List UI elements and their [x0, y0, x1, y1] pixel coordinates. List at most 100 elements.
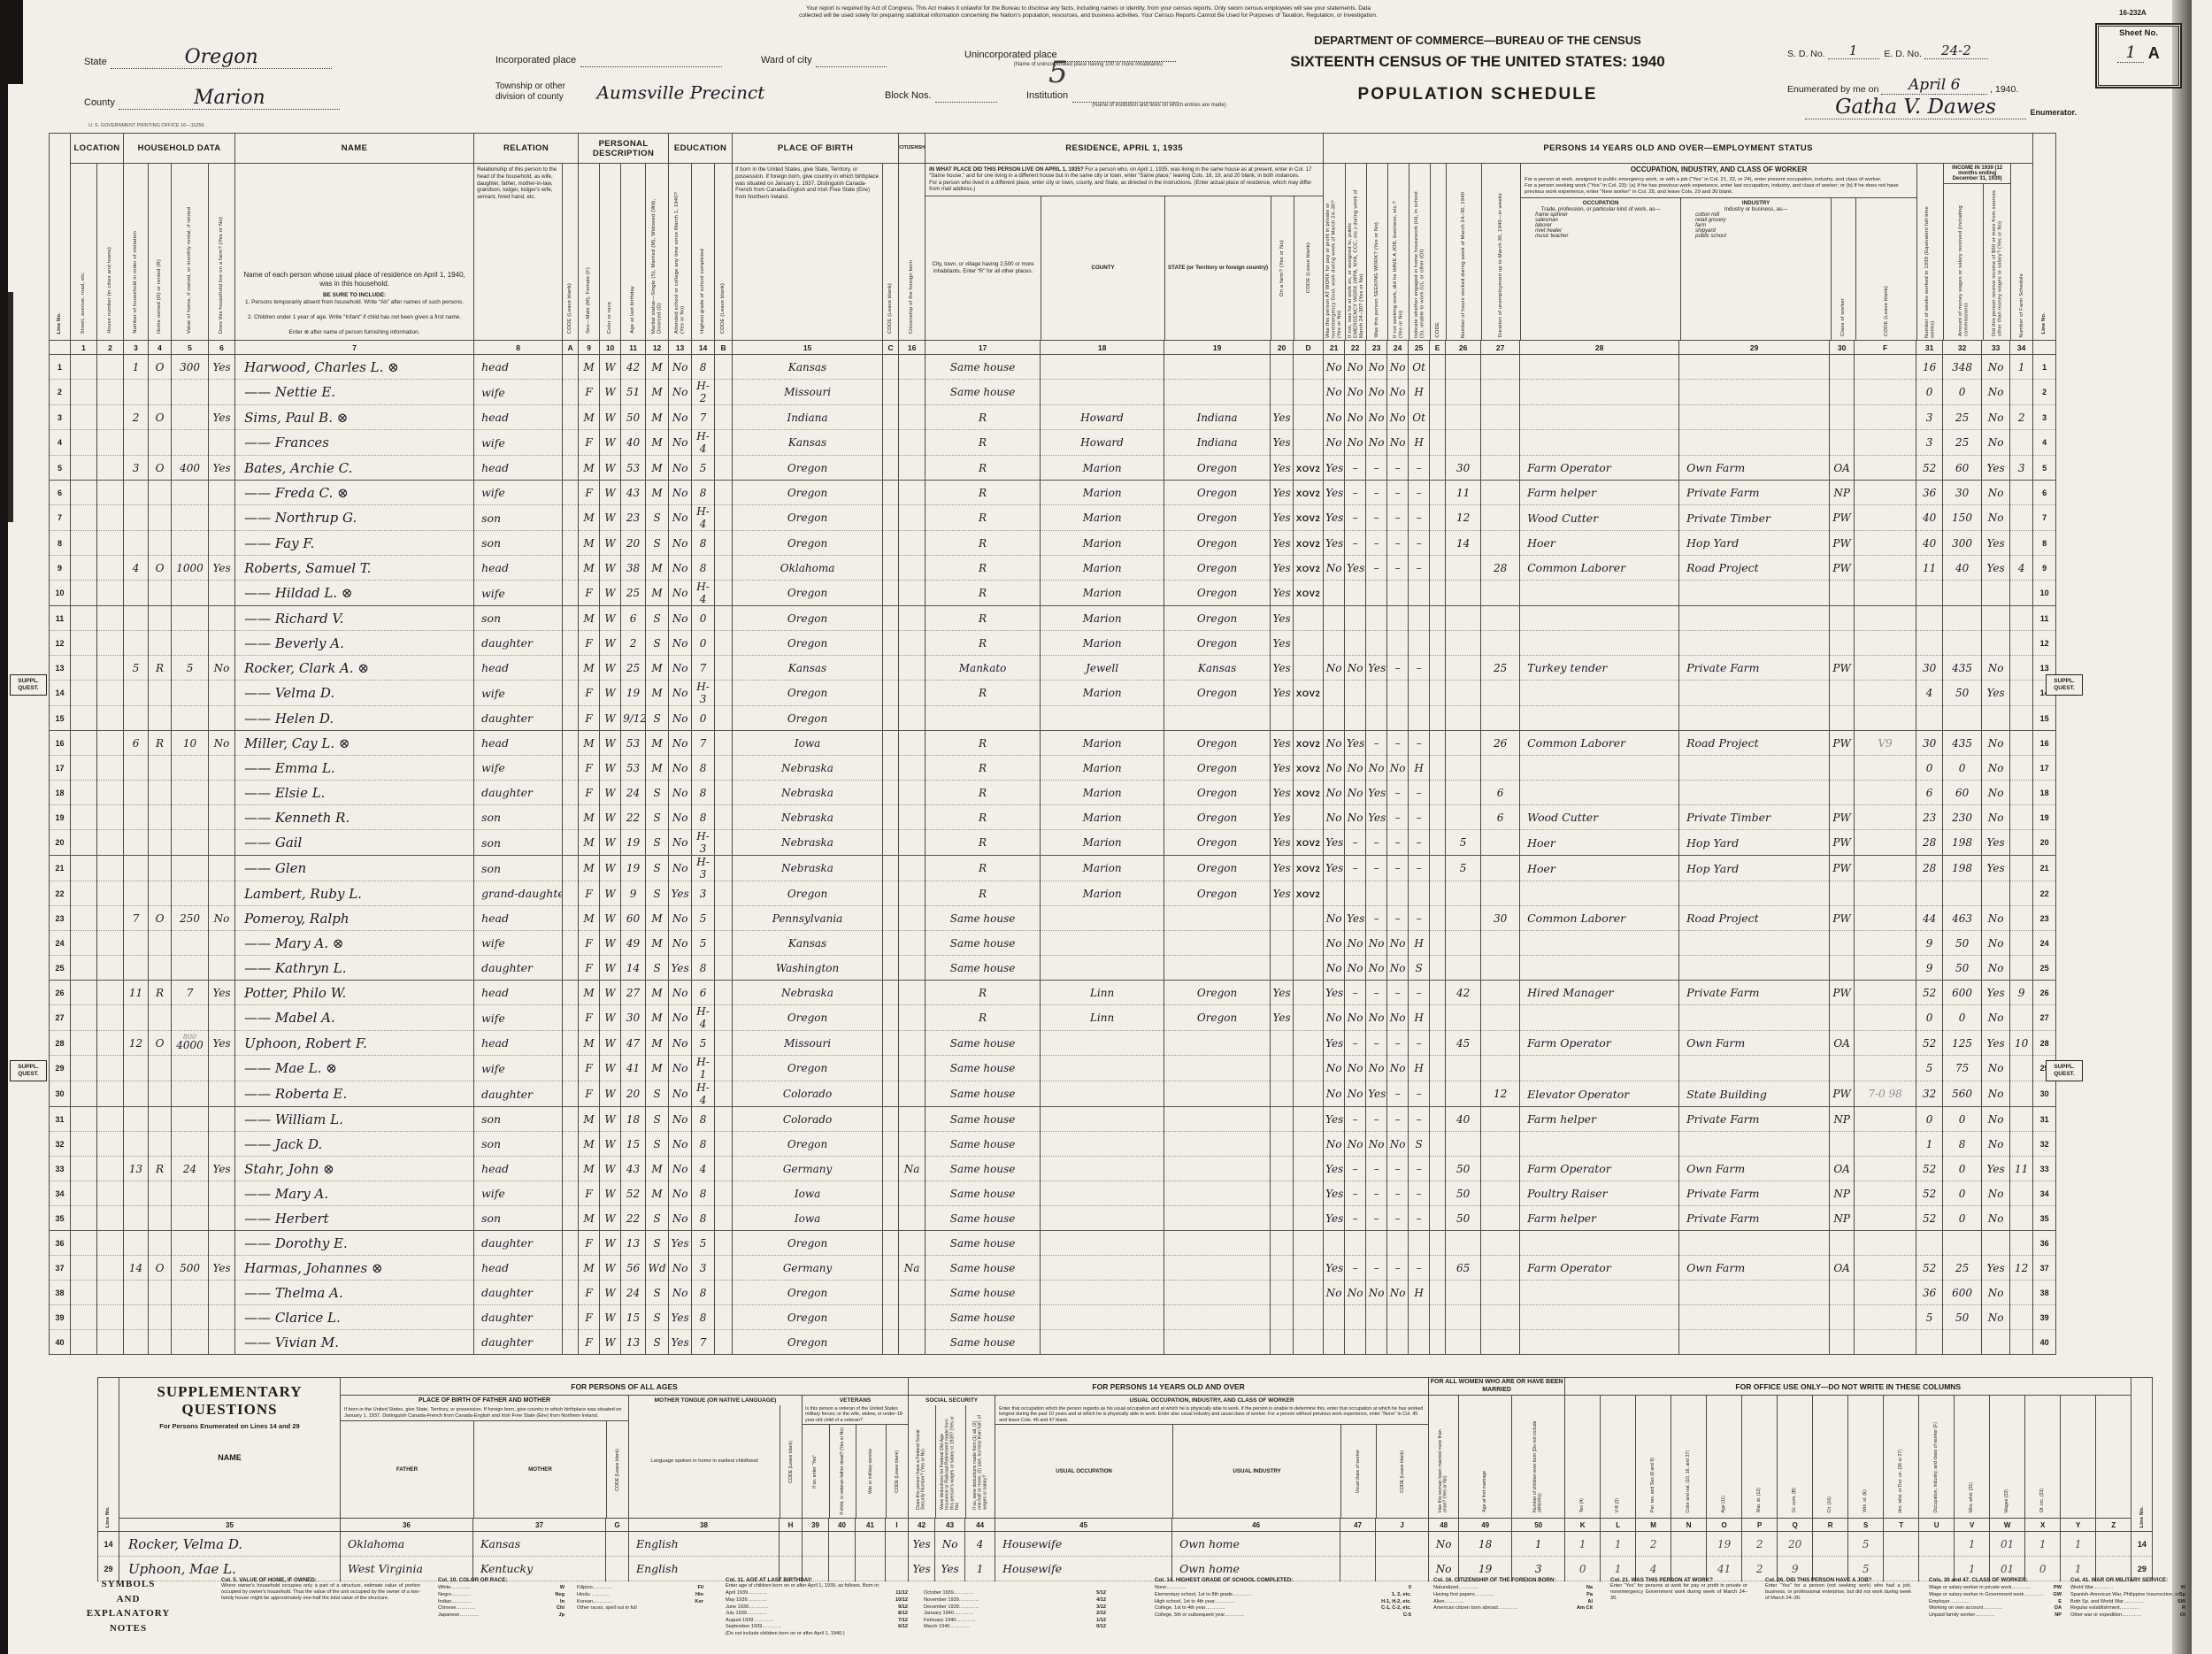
- col-r19: Oregon: [1164, 829, 1271, 856]
- col-ln2: 30: [2032, 1081, 2057, 1107]
- col-sch: No: [668, 605, 693, 631]
- col-mar: S: [645, 705, 670, 731]
- col-house: [96, 1280, 125, 1305]
- col-cf: [1854, 1131, 1917, 1157]
- col-occ: [1519, 881, 1680, 906]
- col-hrs: 11: [1445, 480, 1482, 505]
- col-name: —— Roberta E.: [234, 1081, 475, 1107]
- col-dur: 28: [1480, 555, 1521, 581]
- col-hrs: [1445, 1081, 1482, 1107]
- col-e25: –: [1408, 1030, 1431, 1056]
- col-grd: 8: [691, 1205, 716, 1231]
- col-cls: [1829, 1304, 1855, 1330]
- col-grd: H-4: [691, 1004, 716, 1031]
- col-sex: M: [578, 504, 601, 531]
- col-codeC: [882, 504, 900, 531]
- col-sex: F: [578, 429, 601, 456]
- col-ln: 6: [49, 480, 71, 505]
- col-grd: H-3: [691, 855, 716, 881]
- col-cit: [898, 504, 926, 531]
- col-grd: 8: [691, 1131, 716, 1157]
- col-d: [1293, 804, 1325, 830]
- col-cit: [898, 1329, 926, 1355]
- col-ind: State Building: [1678, 1081, 1831, 1107]
- col-wks: [1916, 1329, 1944, 1355]
- col-codeA: [562, 1055, 580, 1081]
- col-e23: –: [1365, 730, 1388, 756]
- office-col-R: [1812, 1531, 1849, 1558]
- col-e24: No: [1386, 379, 1409, 405]
- col-wag: 25: [1942, 1255, 1983, 1281]
- person-row-31: 31 —— William L. son M W 18 S No 8 Colorado Same h…: [49, 1106, 2057, 1132]
- col-race: W: [599, 829, 622, 856]
- col-codeA: [562, 780, 580, 805]
- col-codeC: [882, 1255, 900, 1281]
- col-e25: –: [1408, 655, 1431, 681]
- person-row-5: 5 3 O 400 Yes Bates, Archie C. head M W 53 M No 5 Ore…: [49, 455, 2057, 481]
- col-sex: F: [578, 1304, 601, 1330]
- col-grd: 8: [691, 555, 716, 581]
- col-ln2: 17: [2032, 755, 2057, 781]
- col-house: [96, 404, 125, 430]
- col-hrs: 50: [1445, 1156, 1482, 1181]
- col-bp: Kansas: [732, 930, 884, 956]
- col-sch: Yes: [668, 955, 693, 981]
- col-farm: [208, 605, 236, 631]
- col-fs: [2009, 1230, 2034, 1256]
- col-street: [70, 680, 97, 706]
- col-e23: –: [1365, 480, 1388, 505]
- col-bp: Oregon: [732, 530, 884, 556]
- col-e21: Yes: [1323, 1156, 1346, 1181]
- col-e25: [1408, 705, 1431, 731]
- col-sex: F: [578, 680, 601, 706]
- col-r19: Oregon: [1164, 730, 1271, 756]
- col-cf: [1854, 780, 1917, 805]
- scan-blemish: [8, 292, 13, 522]
- col-cls: [1829, 580, 1855, 606]
- state-label: State: [84, 57, 107, 67]
- col-rel: daughter: [473, 1304, 564, 1330]
- unincorporated-label: Unincorporated place: [964, 50, 1057, 60]
- col-e25: –: [1408, 1106, 1431, 1132]
- office-col-W: 01: [1989, 1531, 2026, 1558]
- col-e24: No: [1386, 955, 1409, 981]
- person-row-3: 3 2 O Yes Sims, Paul B. ⊗ head M W 50 M No 7 Indiana…: [49, 404, 2057, 430]
- col-val: [171, 605, 210, 631]
- supp-col-v40: [828, 1556, 856, 1582]
- col-ten: [148, 1055, 173, 1081]
- col-cf: [1854, 1329, 1917, 1355]
- col-r19: [1164, 955, 1271, 981]
- col-grd: 0: [691, 630, 716, 656]
- col-r20: Yes: [1270, 404, 1294, 430]
- col-grd: 5: [691, 1230, 716, 1256]
- col-wks: [1916, 705, 1944, 731]
- col-ln2: 16: [2032, 730, 2057, 756]
- col-dur: [1480, 580, 1521, 606]
- col-e22: No: [1344, 404, 1367, 430]
- col-occ: [1519, 354, 1680, 380]
- form-number: 16-232A: [2119, 9, 2147, 17]
- col-ln2: 35: [2032, 1205, 2057, 1231]
- col-e21: No: [1323, 379, 1346, 405]
- col-r17: Same house: [925, 1280, 1041, 1305]
- col-codeA: [562, 379, 580, 405]
- person-row-10: 10 —— Hildad L. ⊗ wife F W 25 M No H-4 Oregon R Mar…: [49, 580, 2057, 606]
- office-col-K: 1: [1564, 1531, 1601, 1558]
- col-sch: No: [668, 980, 693, 1005]
- col-cit: [898, 404, 926, 430]
- col-codeA: [562, 404, 580, 430]
- col-r17: R: [925, 730, 1041, 756]
- col-r19: [1164, 1081, 1271, 1107]
- col-e24: –: [1386, 555, 1409, 581]
- col-cit: [898, 1004, 926, 1031]
- col-grd: 8: [691, 1280, 716, 1305]
- col-ind: [1678, 705, 1831, 731]
- col-sex: F: [578, 580, 601, 606]
- col-mar: M: [645, 379, 670, 405]
- col-race: W: [599, 530, 622, 556]
- col-e21: [1323, 705, 1346, 731]
- sd-ed-line: S. D. No. 1 E. D. No. 24-2: [1787, 42, 1988, 59]
- col-ind: Private Farm: [1678, 1181, 1831, 1206]
- office-col-S: 5: [1847, 1556, 1885, 1582]
- supp-col-s42: Yes: [908, 1531, 936, 1558]
